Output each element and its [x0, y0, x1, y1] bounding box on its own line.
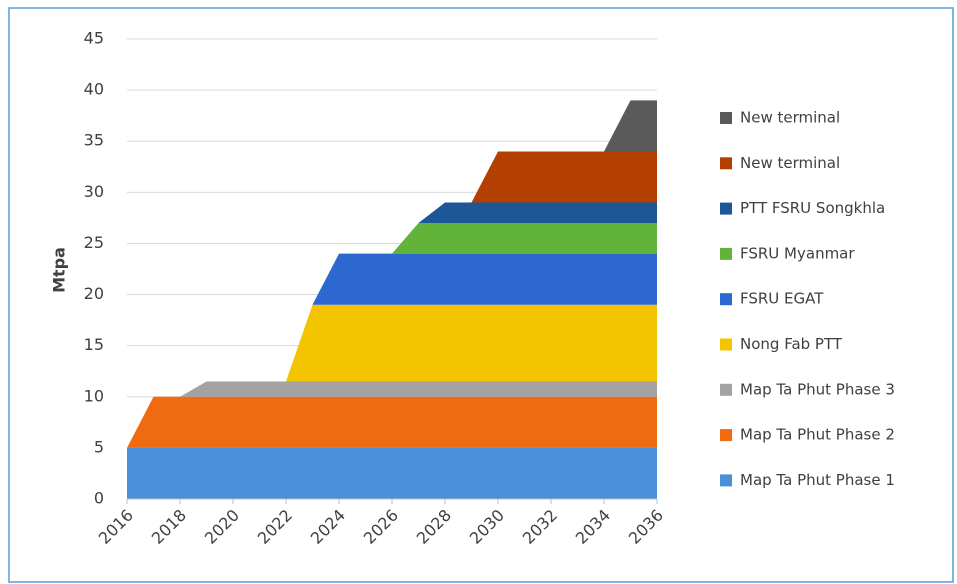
legend-label: Map Ta Phut Phase 1	[740, 471, 895, 489]
y-tick-label: 5	[94, 437, 104, 456]
legend-label: PTT FSRU Songkhla	[740, 199, 885, 217]
legend-swatch	[720, 338, 732, 351]
legend-swatch	[720, 383, 732, 396]
area	[127, 223, 657, 448]
y-tick-label: 40	[84, 80, 104, 99]
legend-label: FSRU EGAT	[740, 290, 824, 308]
y-tick-label: 45	[84, 29, 104, 48]
legend-label: New terminal	[740, 154, 840, 172]
legend-label: New terminal	[740, 109, 840, 127]
y-tick-label: 25	[84, 233, 104, 252]
legend-label: FSRU Myanmar	[740, 244, 855, 262]
legend-swatch	[720, 202, 732, 215]
y-axis-label: Mtpa	[50, 247, 69, 293]
legend-swatch	[720, 474, 732, 487]
legend-swatch	[720, 293, 732, 306]
legend-label: Map Ta Phut Phase 2	[740, 426, 895, 444]
legend-swatch	[720, 247, 732, 260]
area	[127, 396, 657, 448]
area	[127, 253, 657, 448]
area	[127, 304, 657, 448]
legend-swatch	[720, 157, 732, 170]
y-tick-label: 30	[84, 182, 104, 201]
y-tick-label: 0	[94, 489, 104, 508]
y-tick-label: 20	[84, 284, 104, 303]
y-tick-label: 10	[84, 386, 104, 405]
legend-label: Nong Fab PTT	[740, 335, 843, 353]
area	[127, 381, 657, 448]
y-tick-label: 15	[84, 335, 104, 354]
legend-label: Map Ta Phut Phase 3	[740, 380, 895, 398]
area	[127, 151, 657, 448]
area	[127, 447, 657, 499]
legend-swatch	[720, 429, 732, 442]
legend-swatch	[720, 112, 732, 124]
y-tick-label: 35	[84, 131, 104, 150]
